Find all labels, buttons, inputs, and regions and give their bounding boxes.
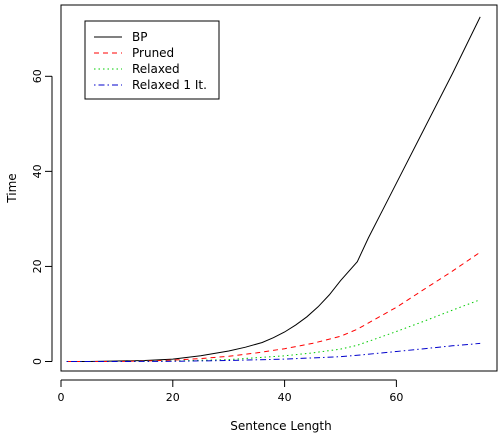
x-tick-label: 40 <box>278 391 292 404</box>
plot-frame <box>60 4 498 372</box>
y-tick-label: 0 <box>31 358 44 365</box>
legend-box <box>84 20 220 100</box>
y-tick-label: 60 <box>31 69 44 83</box>
legend: BP Pruned Relaxed Relaxed 1 It. <box>84 20 220 100</box>
y-tick-label: 40 <box>31 164 44 178</box>
legend-label-0: BP <box>132 30 147 44</box>
y-tick-label: 20 <box>31 259 44 273</box>
series-layer <box>66 16 481 362</box>
y-axis-label: Time <box>5 173 19 203</box>
series-line-3 <box>66 342 481 362</box>
legend-label-3: Relaxed 1 It. <box>132 78 207 92</box>
legend-label-1: Pruned <box>132 46 174 60</box>
x-tick-label: 20 <box>166 391 180 404</box>
series-line-1 <box>66 251 481 362</box>
y-axis: 0 20 40 60 <box>31 69 53 365</box>
x-axis-label: Sentence Length <box>230 419 331 433</box>
x-tick-label: 0 <box>58 391 65 404</box>
x-axis: 0 20 40 60 <box>58 379 403 404</box>
x-tick-label: 60 <box>389 391 403 404</box>
series-line-0 <box>66 16 481 362</box>
legend-label-2: Relaxed <box>132 62 180 76</box>
series-line-2 <box>66 299 481 362</box>
